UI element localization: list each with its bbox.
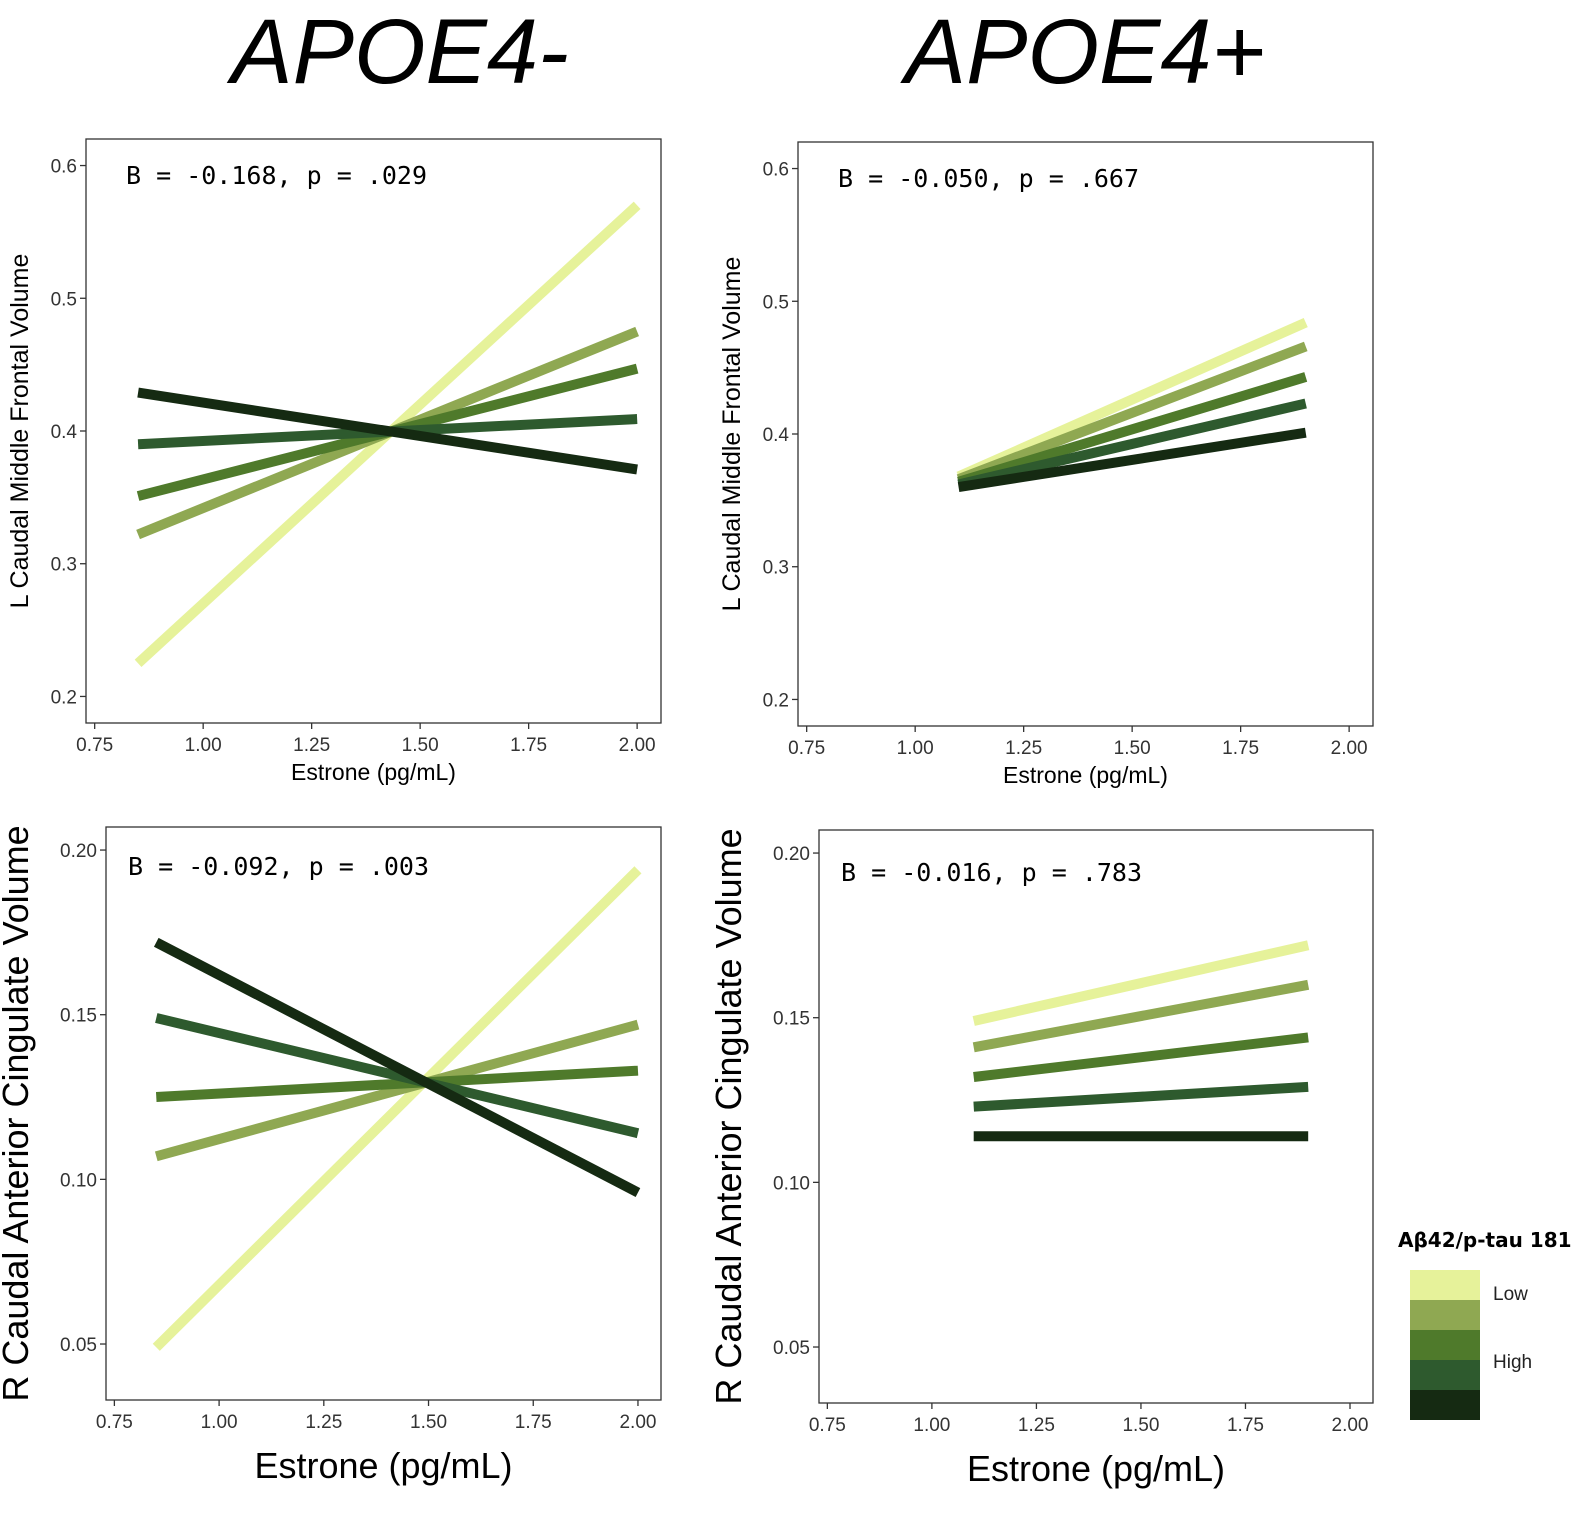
panel-1-x-tick-label: 1.00 [185, 735, 222, 756]
panel-2-y-tick-label: 0.6 [763, 160, 789, 181]
panel-3-x-tick-label: 1.25 [305, 1412, 342, 1433]
panel-3-x-tick-label: 0.75 [96, 1412, 133, 1433]
panel-2-y-axis-title: L Caudal Middle Frontal Volume [718, 257, 746, 612]
panel-4-x-tick-label: 2.00 [1332, 1415, 1369, 1436]
panel-1-y-tick-label: 0.3 [51, 555, 77, 576]
panel-3-y-tick-label: 0.15 [60, 1006, 97, 1027]
panel-4-series-line-mid-high [973, 1081, 1309, 1112]
panel-1-x-tick-label: 0.75 [76, 735, 113, 756]
panel-1-x-tick-label: 1.25 [293, 735, 330, 756]
panel-1-y-axis-title: L Caudal Middle Frontal Volume [6, 254, 34, 609]
legend-swatch-mid-low [1410, 1300, 1480, 1330]
legend: Aβ42/p-tau 181 Low High [1398, 1228, 1593, 1420]
panel-1-x-tick-label: 1.50 [402, 735, 439, 756]
panel-4-series-line-low [972, 940, 1310, 1026]
panel-3-series-line-mid [155, 1065, 639, 1103]
panel-1-stat-annotation: B = -0.168, p = .029 [126, 161, 427, 190]
panel-4-y-tick-label: 0.10 [773, 1173, 810, 1194]
panel-2-series-line-mid-high [957, 398, 1307, 490]
panel-1-series-line-high [137, 387, 638, 475]
panel-4-series-line-mid-low [972, 979, 1310, 1053]
legend-label-low: Low [1493, 1284, 1528, 1305]
panel-2-x-tick-label: 1.00 [897, 738, 934, 759]
legend-colorbar [1410, 1270, 1480, 1420]
panel-2-x-axis-title: Estrone (pg/mL) [1003, 762, 1168, 788]
legend-swatch-high [1410, 1390, 1480, 1420]
panel-3-x-tick-label: 2.00 [619, 1412, 656, 1433]
legend-swatch-mid-high [1410, 1360, 1480, 1390]
panel-2-y-tick-label: 0.2 [763, 690, 789, 711]
panel-2-series-line-mid-low [956, 341, 1308, 484]
panel-2-x-tick-label: 1.25 [1005, 738, 1042, 759]
panel-1-y-tick-label: 0.4 [51, 422, 78, 443]
legend-label-high: High [1493, 1352, 1533, 1373]
panel-2-series-line-high [957, 427, 1307, 493]
panel-4-y-tick-label: 0.20 [773, 844, 810, 865]
panel-4-x-tick-label: 1.25 [1018, 1415, 1055, 1436]
panel-4-series-line-mid [973, 1032, 1309, 1082]
panel-3-series-line-low [152, 866, 642, 1351]
panel-1-y-tick-label: 0.2 [51, 687, 77, 708]
panel-3-y-axis-title: R Caudal Anterior Cingulate Volume [0, 825, 36, 1401]
panel-2-series-line-low [956, 317, 1308, 482]
panel-4-y-tick-label: 0.05 [773, 1338, 810, 1359]
panel-4-x-tick-label: 1.75 [1227, 1415, 1264, 1436]
legend-swatch-low [1410, 1270, 1480, 1300]
panel-4-x-tick-label: 1.50 [1122, 1415, 1159, 1436]
panel-1-x-tick-label: 2.00 [619, 735, 656, 756]
panel-3-x-axis-title: Estrone (pg/mL) [254, 1445, 512, 1486]
panel-4-stat-annotation: B = -0.016, p = .783 [841, 858, 1142, 887]
panel-2-series-line-mid [957, 372, 1308, 487]
panel-4-x-axis-title: Estrone (pg/mL) [967, 1448, 1225, 1489]
panel-4-y-axis-title: R Caudal Anterior Cingulate Volume [708, 828, 749, 1404]
panel-3-series-line-mid-high [155, 1013, 640, 1139]
panel-3-stat-annotation: B = -0.092, p = .003 [128, 852, 429, 881]
panel-3-y-tick-label: 0.05 [60, 1335, 97, 1356]
panel-1-x-tick-label: 1.75 [510, 735, 547, 756]
legend-swatch-mid [1410, 1330, 1480, 1360]
panel-3-x-tick-label: 1.50 [410, 1412, 447, 1433]
panel-2-y-tick-label: 0.4 [763, 425, 790, 446]
legend-title: Aβ42/p-tau 181 [1398, 1228, 1572, 1252]
panel-3-y-tick-label: 0.10 [60, 1170, 97, 1191]
panel-2-x-tick-label: 2.00 [1331, 738, 1368, 759]
panel-4-y-tick-label: 0.15 [773, 1009, 810, 1030]
column-title-apoe4-negative: APOE4- [231, 1, 569, 103]
panel-4-plot-frame [818, 829, 1374, 1404]
panel-2-y-tick-label: 0.5 [763, 292, 789, 313]
panel-2-x-tick-label: 0.75 [788, 738, 825, 759]
panel-2-stat-annotation: B = -0.050, p = .667 [838, 164, 1139, 193]
panel-1-x-axis-title: Estrone (pg/mL) [291, 759, 456, 785]
panel-1-y-tick-label: 0.5 [51, 289, 77, 310]
panel-2-x-tick-label: 1.50 [1114, 738, 1151, 759]
panel-1-y-tick-label: 0.6 [51, 157, 77, 178]
column-title-apoe4-positive: APOE4+ [904, 1, 1266, 103]
panel-3-x-tick-label: 1.75 [515, 1412, 552, 1433]
panel-3-series-line-mid-low [154, 1019, 640, 1162]
panel-3-series-line-high [153, 937, 641, 1197]
panel-4-x-tick-label: 1.00 [913, 1415, 950, 1436]
panel-2-y-tick-label: 0.3 [763, 558, 789, 579]
panel-3-x-tick-label: 1.00 [201, 1412, 238, 1433]
panel-2-x-tick-label: 1.75 [1222, 738, 1259, 759]
panel-3-y-tick-label: 0.20 [60, 841, 97, 862]
panel-4-x-tick-label: 0.75 [809, 1415, 846, 1436]
